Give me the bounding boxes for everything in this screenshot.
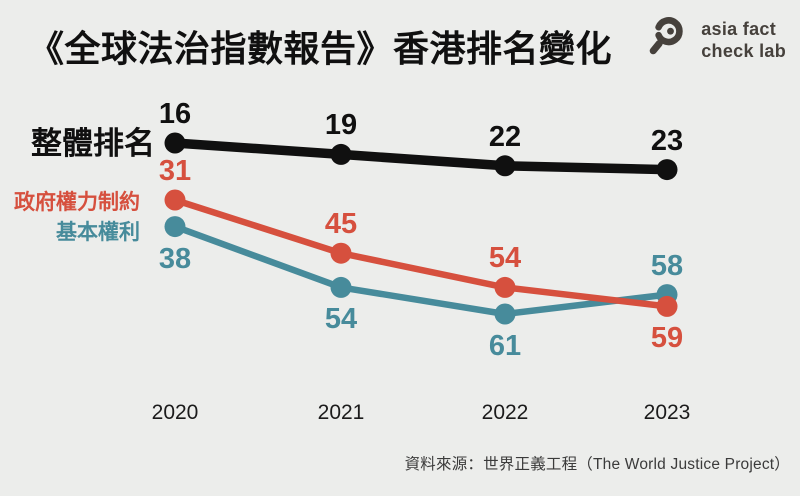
data-point <box>656 295 678 317</box>
data-point <box>164 189 186 211</box>
series-line-2 <box>171 223 671 318</box>
data-point <box>494 155 516 177</box>
data-point <box>494 276 516 298</box>
series-line-1 <box>171 196 671 310</box>
data-point <box>656 159 678 181</box>
magnifier-icon <box>645 14 691 67</box>
series-line-0 <box>170 138 672 175</box>
data-point <box>330 143 352 165</box>
data-point <box>494 303 516 325</box>
data-point <box>330 242 352 264</box>
data-point <box>164 216 186 238</box>
logo-text-line2: check lab <box>701 40 786 61</box>
brand-logo: asia fact check lab <box>645 14 786 67</box>
page-title: 《全球法治指數報告》香港排名變化 <box>28 28 613 69</box>
data-point <box>330 276 352 298</box>
data-point <box>164 132 186 154</box>
logo-text-line1: asia fact <box>701 19 776 40</box>
source-note: 資料來源：世界正義工程（The World Justice Project） <box>404 456 790 473</box>
logo-text: asia fact check lab <box>701 19 786 61</box>
